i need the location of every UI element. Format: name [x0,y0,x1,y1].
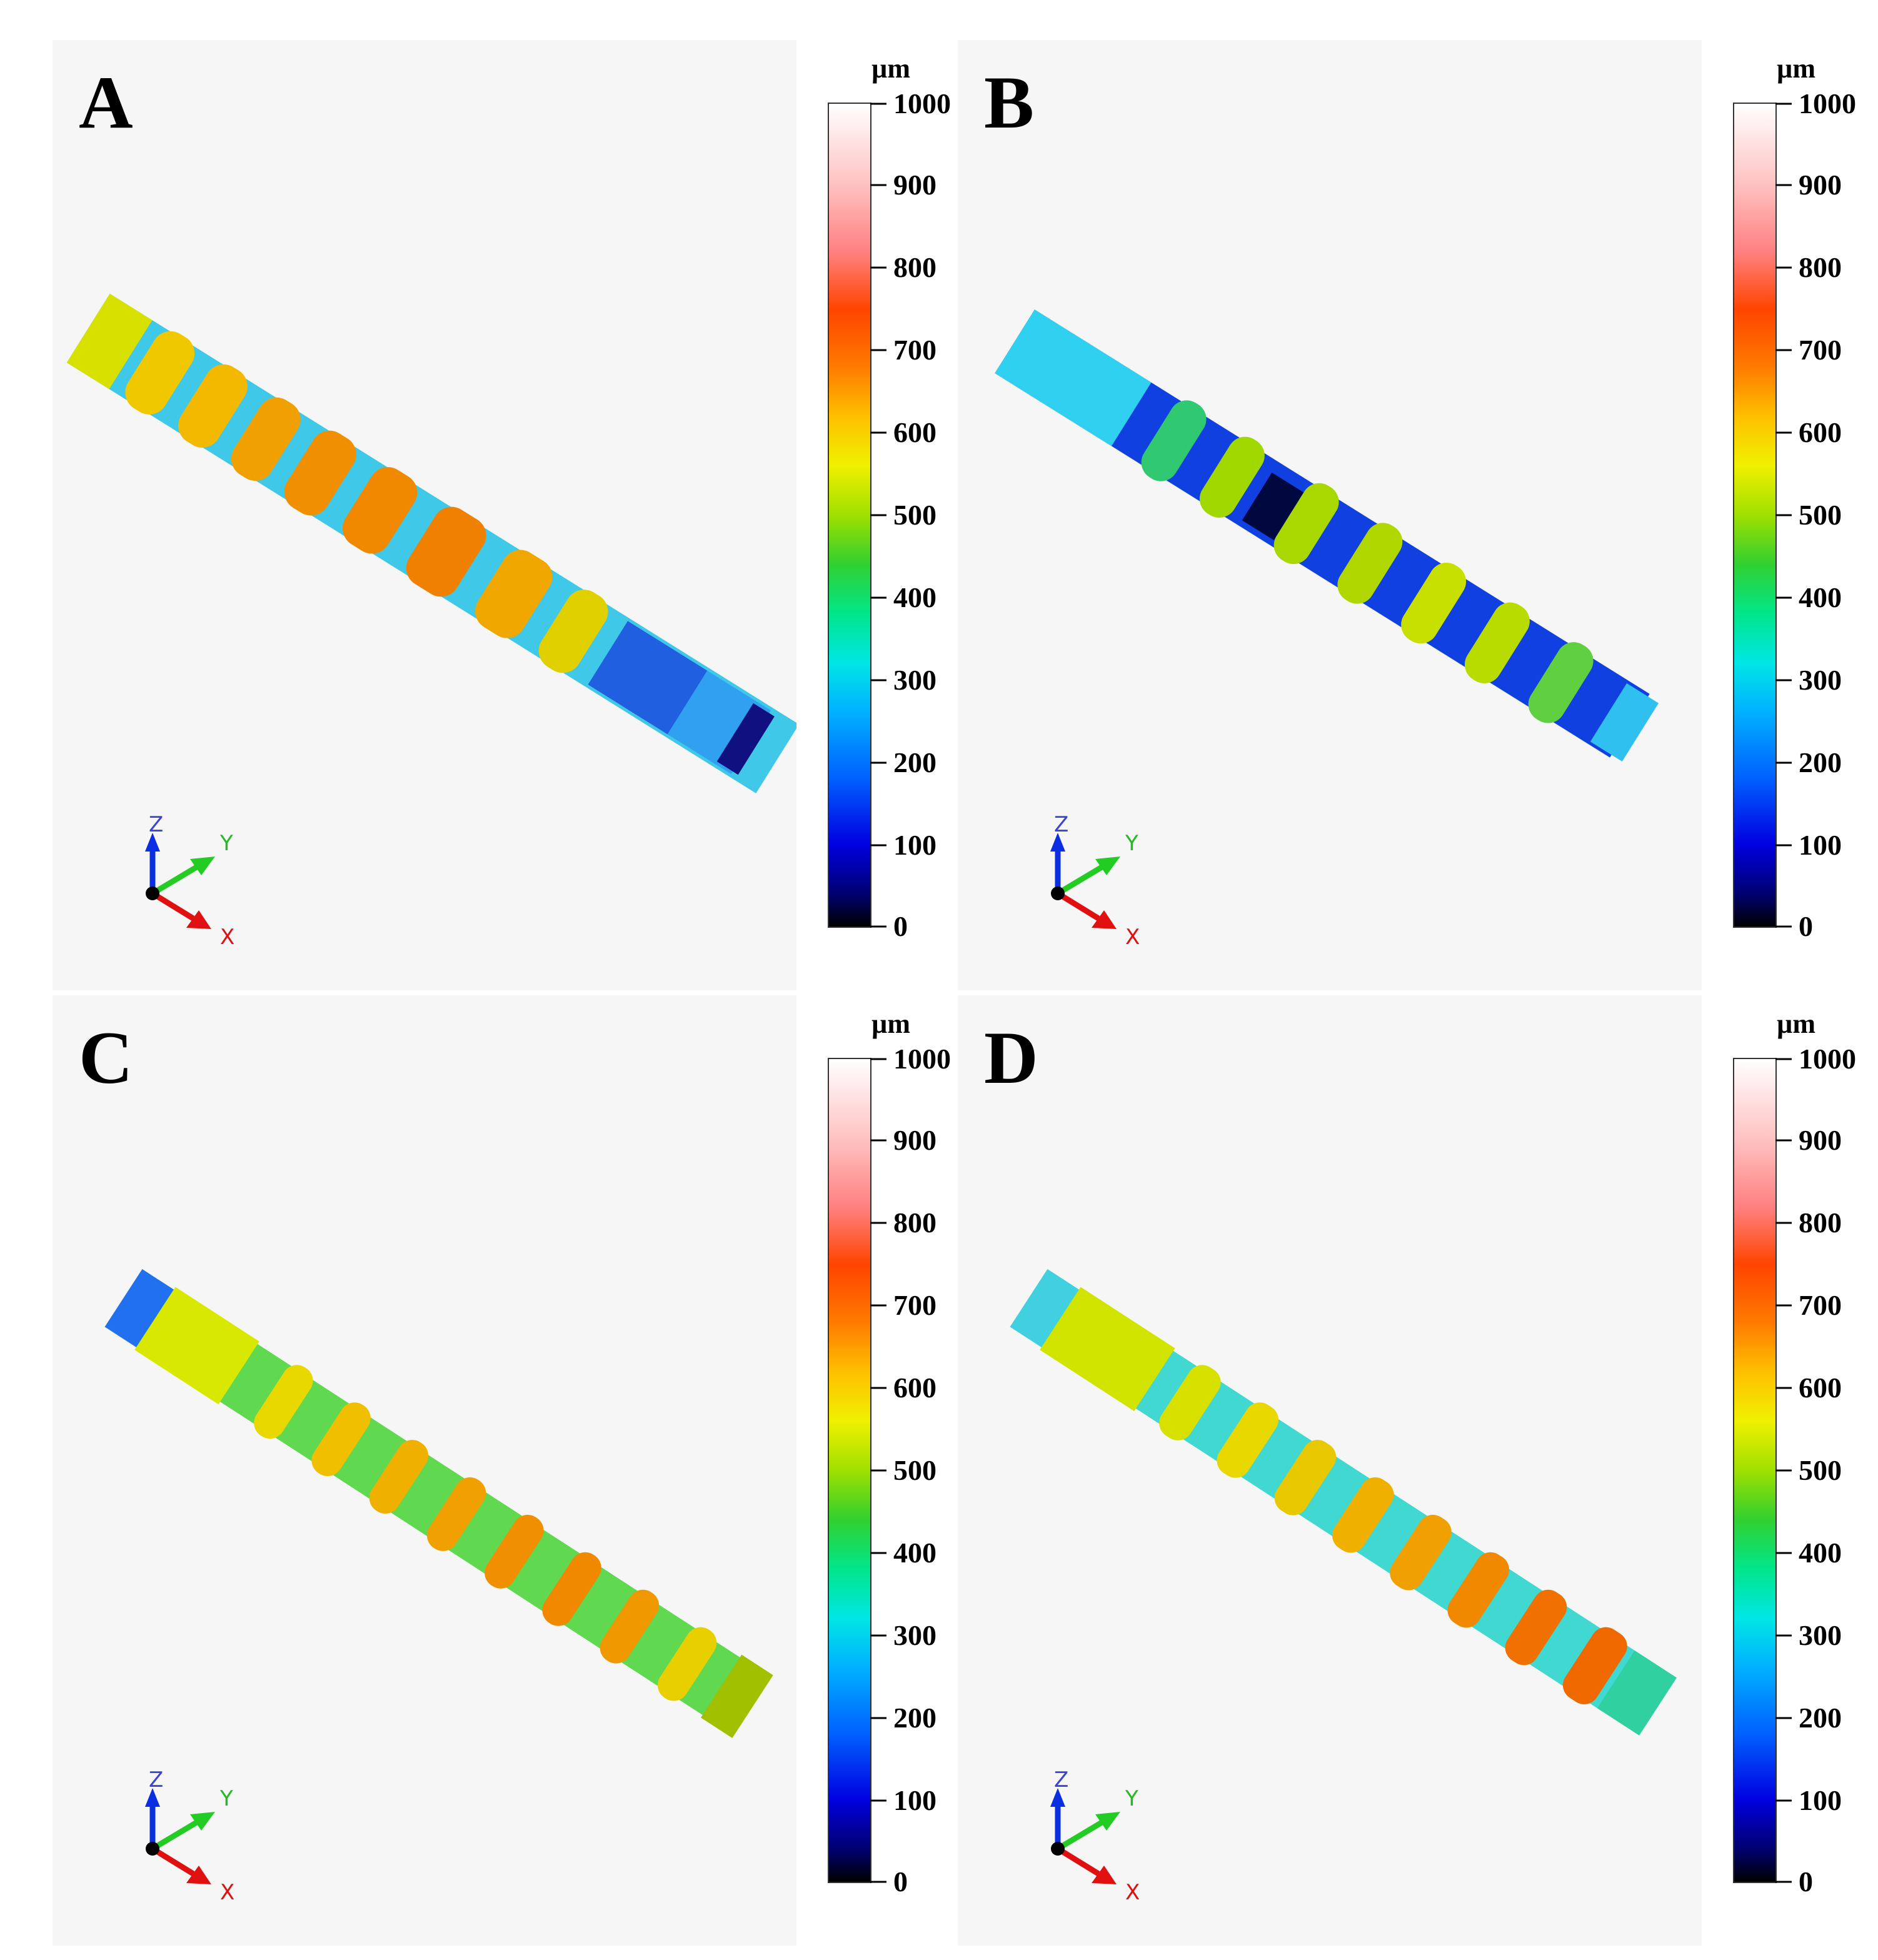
colorbar-label: 900 [893,169,936,201]
axis-label-x: X [1125,925,1140,950]
colorbar-label: 500 [893,1454,936,1486]
colorbar-label: 700 [893,334,936,366]
panel-d: D Z Y X µm 1000 900 800 700 600 500 400 … [958,995,1858,1946]
colorbar-c [828,1058,871,1883]
scan-surface-c [104,1269,773,1738]
axes-triad-icon [1050,1788,1120,1884]
panel-b-letter: B [984,61,1035,144]
axis-label-y: Y [220,1786,233,1811]
colorbar-label: 0 [893,910,908,942]
axis-label-y: Y [1125,1786,1138,1811]
colorbar-label: 600 [893,1372,936,1404]
colorbar-label: 100 [1799,1784,1842,1816]
axis-label-z: Z [149,1767,164,1792]
colorbar-label: 1000 [893,1043,951,1075]
panel-a-letter: A [79,61,133,144]
colorbar-label: 700 [1799,1289,1842,1321]
axis-label-z: Z [1054,1767,1069,1792]
colorbar-label: 300 [1799,1619,1842,1651]
colorbar-label: 500 [1799,499,1842,531]
colorbar-label: 600 [1799,1372,1842,1404]
colorbar-label: 600 [1799,416,1842,448]
colorbar-label: 700 [893,1289,936,1321]
panel-a-view: A Z Y X [53,40,796,990]
panel-c: C Z Y X µm 1000 900 800 700 600 500 400 … [53,995,953,1946]
colorbar-ticks-a [870,103,886,928]
colorbar-label: 900 [1799,169,1842,201]
axes-triad-b: Z Y X [1033,812,1170,959]
axes-triad-a: Z Y X [128,812,265,959]
colorbar-label: 700 [1799,334,1842,366]
axis-label-z: Z [149,812,164,837]
colorbar-label: 300 [893,664,936,696]
colorbar-unit-b: µm [1777,53,1816,84]
colorbar-label: 200 [1799,1702,1842,1734]
axis-label-x: X [220,1880,235,1905]
colorbar-label: 100 [893,829,936,861]
panel-b-view: B Z Y X [958,40,1702,990]
colorbar-ticks-d [1775,1058,1792,1883]
scan-surface-a [66,293,796,793]
colorbar-label: 500 [893,499,936,531]
axes-triad-d: Z Y X [1033,1767,1170,1914]
colorbar-label: 0 [1799,1866,1813,1897]
axes-triad-icon [145,1788,215,1884]
colorbar-ticks-b [1775,103,1792,928]
axes-triad-icon [145,833,215,929]
colorbar-d [1733,1058,1777,1883]
colorbar-label: 1000 [1799,88,1856,119]
panel-c-view: C Z Y X [53,995,796,1946]
colorbar-label: 1000 [893,88,951,119]
colorbar-label: 0 [1799,910,1813,942]
colorbar-label: 400 [893,581,936,613]
panel-d-letter: D [984,1016,1038,1099]
colorbar-label: 400 [893,1537,936,1569]
scan-surface-d [1010,1269,1677,1736]
panel-b: B Z Y X µm 1000 900 800 700 600 500 400 … [958,40,1858,990]
colorbar-label: 800 [893,1207,936,1239]
colorbar-label: 300 [893,1619,936,1651]
colorbar-label: 600 [893,416,936,448]
axes-triad-c: Z Y X [128,1767,265,1914]
scan-surface-b [995,309,1659,761]
colorbar-a [828,103,871,928]
colorbar-label: 300 [1799,664,1842,696]
colorbar-label: 900 [893,1124,936,1156]
panel-a: A Z Y X µm 1000 900 800 700 600 500 400 … [53,40,953,990]
colorbar-ticks-c [870,1058,886,1883]
colorbar-label: 200 [893,746,936,778]
colorbar-label: 400 [1799,1537,1842,1569]
axes-triad-icon [1050,833,1120,929]
axis-label-x: X [220,925,235,950]
colorbar-label: 200 [1799,746,1842,778]
axis-label-y: Y [1125,831,1138,856]
colorbar-label: 800 [1799,251,1842,283]
colorbar-label: 500 [1799,1454,1842,1486]
colorbar-unit-d: µm [1777,1008,1816,1039]
colorbar-label: 200 [893,1702,936,1734]
colorbar-label: 0 [893,1866,908,1897]
colorbar-label: 900 [1799,1124,1842,1156]
colorbar-b [1733,103,1777,928]
colorbar-label: 1000 [1799,1043,1856,1075]
colorbar-label: 100 [1799,829,1842,861]
panel-c-letter: C [79,1016,133,1099]
colorbar-unit-c: µm [871,1008,911,1039]
colorbar-label: 100 [893,1784,936,1816]
axis-label-z: Z [1054,812,1069,837]
panel-d-view: D Z Y X [958,995,1702,1946]
axis-label-x: X [1125,1880,1140,1905]
colorbar-label: 800 [1799,1207,1842,1239]
axis-label-y: Y [220,831,233,856]
colorbar-label: 800 [893,251,936,283]
colorbar-label: 400 [1799,581,1842,613]
colorbar-unit-a: µm [871,53,911,84]
